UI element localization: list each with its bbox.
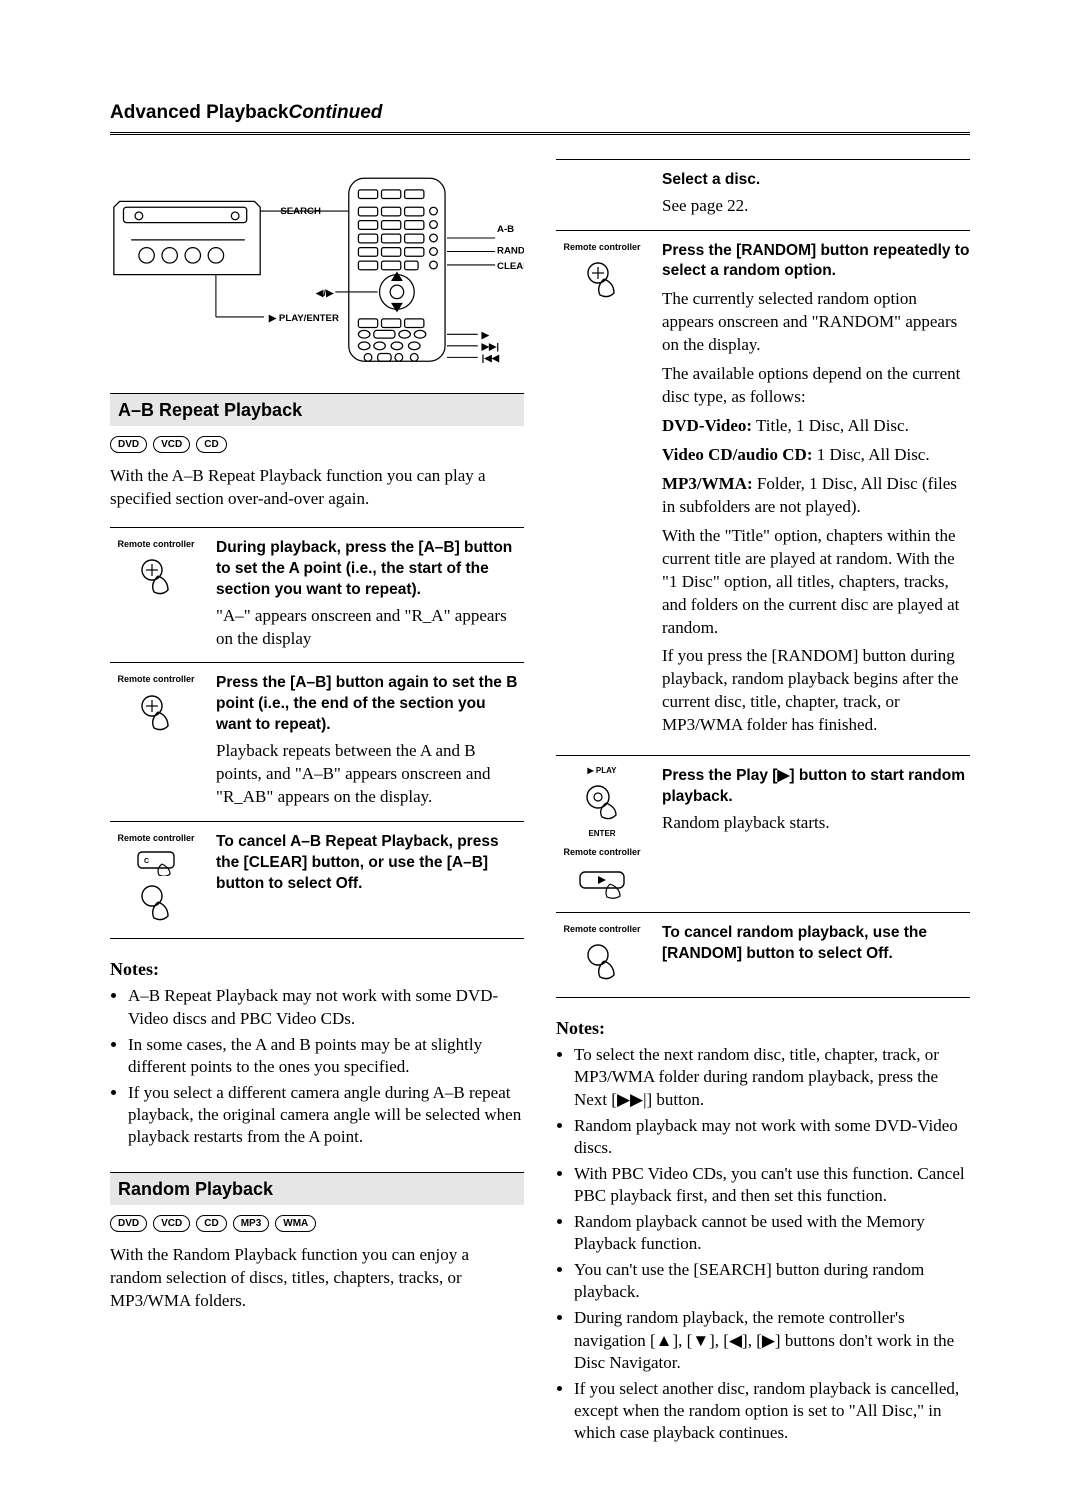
ab-step2-body: Playback repeats between the A and B poi… [216, 740, 524, 809]
svg-text:C: C [144, 858, 149, 865]
label-prev: |◀◀ [482, 353, 500, 364]
random-intro: With the Random Playback function you ca… [110, 1244, 524, 1313]
device-remote-diagram: SEARCH A-B RANDOM CLEAR ◀/▶ ▶ PLAY/ENTER… [110, 159, 524, 369]
section-title-ab: A–B Repeat Playback [110, 393, 524, 426]
hand-press-icon [556, 941, 648, 985]
ab-step-2: Remote controller Press the [A–B] button… [110, 662, 524, 821]
random-note: During random playback, the remote contr… [574, 1307, 970, 1373]
section-title-random: Random Playback [110, 1172, 524, 1205]
enter-circle-icon [580, 783, 624, 823]
random-note: Random playback cannot be used with the … [574, 1211, 970, 1255]
ab-step3-bold: To cancel A–B Repeat Playback, press the… [216, 832, 524, 895]
random-note: To select the next random disc, title, c… [574, 1044, 970, 1110]
label-play: ▶ [481, 330, 491, 341]
ab-note: If you select a different camera angle d… [128, 1082, 524, 1148]
random-note: Random playback may not work with some D… [574, 1115, 970, 1159]
random-steps: Select a disc. See page 22. Remote contr… [556, 159, 970, 998]
rc-label: Remote controller [110, 673, 202, 685]
ab-note: A–B Repeat Playback may not work with so… [128, 985, 524, 1029]
play-label: ▶ PLAY [588, 766, 617, 777]
ab-notes-heading: Notes: [110, 957, 524, 981]
label-search: SEARCH [280, 206, 321, 217]
badge-vcd: VCD [153, 436, 190, 453]
random-step-2: Remote controller Press the [RANDOM] but… [556, 230, 970, 756]
random-step3-bold: Press the Play [▶] button to start rando… [662, 766, 970, 808]
enter-label: ENTER [588, 829, 615, 840]
play-button-icon [578, 870, 626, 900]
ab-step-3: Remote controller C To cancel A–B Repeat… [110, 821, 524, 939]
random-step2-body: The currently selected random option app… [662, 288, 970, 737]
random-step4-bold: To cancel random playback, use the [RAND… [662, 923, 970, 965]
clear-button-icon: C [136, 850, 176, 876]
page-title-continued: Continued [288, 102, 382, 123]
random-step3-body: Random playback starts. [662, 812, 970, 835]
ab-notes-list: A–B Repeat Playback may not work with so… [110, 985, 524, 1148]
random-step-1: Select a disc. See page 22. [556, 159, 970, 230]
label-navlr: ◀/▶ [315, 287, 335, 298]
page-header: Advanced PlaybackContinued [110, 100, 970, 135]
ab-intro: With the A–B Repeat Playback function yo… [110, 465, 524, 511]
ab-steps: Remote controller During playback, press… [110, 527, 524, 939]
random-notes-heading: Notes: [556, 1016, 970, 1040]
ab-step1-body: "A–" appears onscreen and "R_A" appears … [216, 605, 524, 651]
left-column: SEARCH A-B RANDOM CLEAR ◀/▶ ▶ PLAY/ENTER… [110, 159, 524, 1448]
ab-step-1: Remote controller During playback, press… [110, 527, 524, 663]
ab-badges: DVD VCD CD [110, 436, 524, 453]
badge-mp3: MP3 [233, 1215, 270, 1232]
random-step-4: Remote controller To cancel random playb… [556, 912, 970, 998]
badge-vcd: VCD [153, 1215, 190, 1232]
rc-label: Remote controller [110, 832, 202, 844]
badge-wma: WMA [275, 1215, 316, 1232]
ab-note: In some cases, the A and B points may be… [128, 1034, 524, 1078]
random-notes-list: To select the next random disc, title, c… [556, 1044, 970, 1444]
right-column: Select a disc. See page 22. Remote contr… [556, 159, 970, 1448]
page-title: Advanced Playback [110, 102, 288, 123]
random-badges: DVD VCD CD MP3 WMA [110, 1215, 524, 1232]
ab-step2-bold: Press the [A–B] button again to set the … [216, 673, 524, 736]
rc-label: Remote controller [563, 846, 640, 858]
ab-step1-bold: During playback, press the [A–B] button … [216, 538, 524, 601]
random-note: You can't use the [SEARCH] button during… [574, 1259, 970, 1303]
label-random: RANDOM [497, 245, 524, 256]
random-note: With PBC Video CDs, you can't use this f… [574, 1163, 970, 1207]
hand-press-icon [134, 882, 178, 926]
random-step1-body: See page 22. [662, 195, 970, 218]
label-next: ▶▶| [481, 341, 499, 352]
rc-label: Remote controller [110, 538, 202, 550]
random-step1-bold: Select a disc. [662, 170, 970, 191]
badge-cd: CD [196, 436, 226, 453]
hand-press-icon [110, 692, 202, 736]
badge-dvd: DVD [110, 1215, 147, 1232]
label-clear: CLEAR [497, 260, 524, 271]
badge-cd: CD [196, 1215, 226, 1232]
rc-label: Remote controller [556, 241, 648, 253]
label-playenter: ▶ PLAY/ENTER [268, 312, 339, 323]
badge-dvd: DVD [110, 436, 147, 453]
random-step2-bold: Press the [RANDOM] button repeatedly to … [662, 241, 970, 283]
random-step-3: ▶ PLAY ENTER Remote controller Press the… [556, 755, 970, 912]
label-ab: A-B [497, 224, 514, 235]
random-note: If you select another disc, random playb… [574, 1378, 970, 1444]
hand-press-icon [110, 556, 202, 600]
rc-label: Remote controller [556, 923, 648, 935]
hand-press-icon [556, 259, 648, 303]
